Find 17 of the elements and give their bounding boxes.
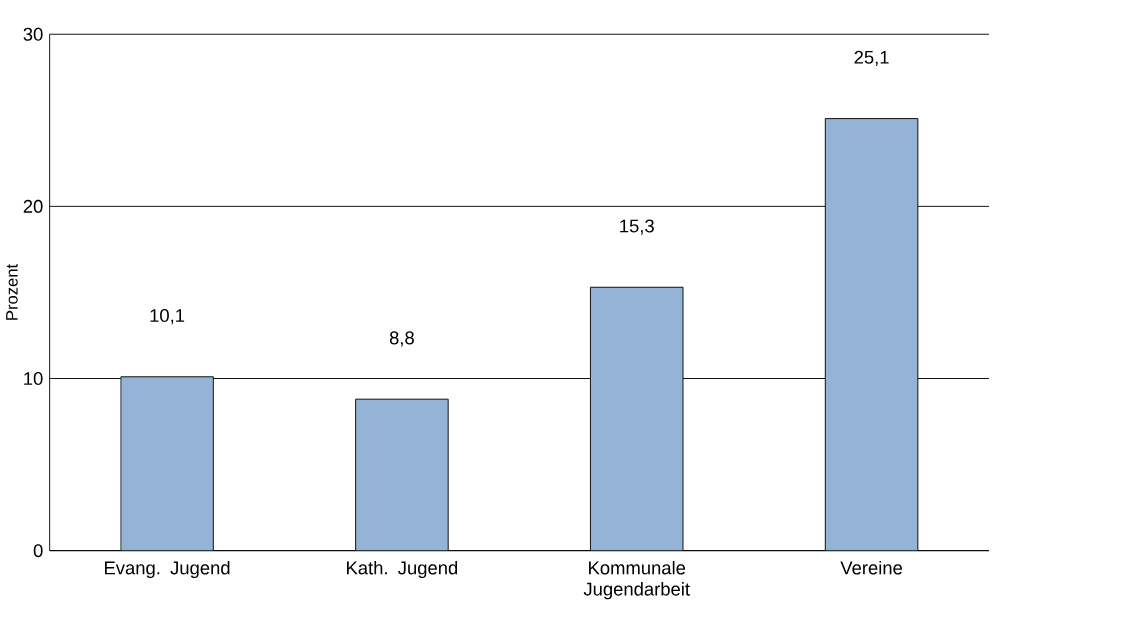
x-tick-label: Kath. Jugend (347, 560, 458, 578)
data-label: 15,3 (620, 219, 654, 235)
x-tick-label: Evang. Jugend (105, 560, 230, 578)
y-axis-title: Prozent (6, 263, 18, 320)
data-label: 10,1 (150, 308, 185, 324)
bar (355, 398, 449, 551)
x-tick-label: Vereine (840, 560, 903, 575)
y-tick-label: 20 (23, 199, 43, 213)
bar (120, 376, 214, 551)
y-tick-label: 30 (23, 27, 43, 41)
y-tick-label: 0 (33, 543, 43, 557)
y-tick-label: 10 (24, 371, 43, 385)
bar (590, 286, 684, 551)
x-tick-label: Kommunale Jugendarbeit (583, 560, 690, 600)
data-label: 25,1 (854, 50, 889, 66)
bar (824, 117, 919, 551)
data-label: 8,8 (389, 331, 414, 347)
